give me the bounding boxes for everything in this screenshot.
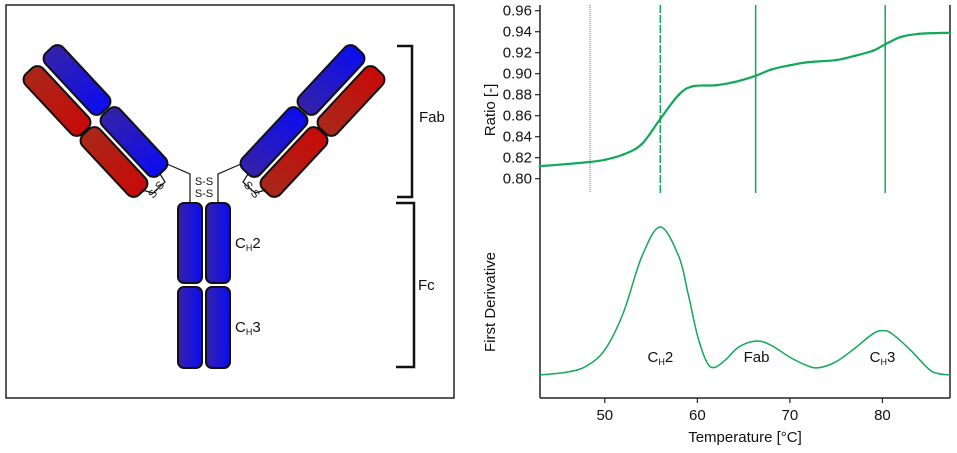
ch3-domain-left <box>177 286 203 369</box>
ch2-domain-left <box>177 202 203 284</box>
cl-domain <box>259 126 329 198</box>
x-axis-label: Temperature [°C] <box>688 429 802 446</box>
left-fab-arm <box>22 44 169 198</box>
ratio-point <box>899 35 903 39</box>
ratio-point <box>834 58 838 62</box>
peak-label-main: Fab <box>744 349 770 366</box>
vl-domain <box>22 65 92 137</box>
ratio-axis-label: Ratio [-] <box>482 84 499 137</box>
ratio-point <box>588 160 592 164</box>
ch2-domain-right <box>205 202 231 284</box>
peak-label-suffix: 2 <box>665 349 673 366</box>
fc-bracket <box>396 201 416 369</box>
peak-label-main: C <box>870 349 881 366</box>
ratio-point <box>770 68 773 71</box>
fc-label: Fc <box>418 277 435 294</box>
x-tick-label: 80 <box>874 407 891 424</box>
ratio-point <box>853 54 856 58</box>
ratio-point <box>948 31 952 35</box>
y-tick-label: 0.88 <box>503 87 532 104</box>
x-ticks: 50 60 70 80 <box>596 398 891 424</box>
ratio-series <box>538 31 952 168</box>
ratio-point <box>566 162 570 166</box>
ch2-label: CH2 <box>235 235 261 253</box>
hinge-disulfide-2: S-S <box>195 188 213 200</box>
ratio-point <box>640 142 644 146</box>
x-tick-label: 50 <box>596 407 613 424</box>
y-tick-label: 0.86 <box>503 108 532 125</box>
peak-label: CH3 <box>870 349 896 367</box>
fc-domains <box>177 202 231 369</box>
y-tick-label: 0.84 <box>503 129 532 146</box>
y-tick-label: 0.90 <box>503 66 532 83</box>
first-derivative-line <box>539 226 951 376</box>
transition-lines <box>589 5 886 193</box>
y-tick-label: 0.80 <box>503 171 532 188</box>
y-ticks: 0.80 0.82 0.84 0.86 0.88 0.90 0.92 0.94 0.96 <box>503 3 540 188</box>
ratio-line <box>539 31 951 168</box>
hinge-disulfide-1: S-S <box>195 176 213 188</box>
ratio-point <box>807 60 810 64</box>
right-fab-arm <box>239 44 386 198</box>
derivative-axis-label: First Derivative <box>482 252 499 352</box>
ratio-point <box>871 49 875 52</box>
x-tick-label: 60 <box>689 407 706 424</box>
thermal-unfolding-chart: 0.80 0.82 0.84 0.86 0.88 0.90 0.92 0.94 0.96 50 6… <box>482 3 952 446</box>
ratio-point <box>918 32 921 36</box>
peak-label-sub: H <box>658 357 665 367</box>
y-tick-label: 0.94 <box>503 24 532 41</box>
y-tick-label: 0.92 <box>503 45 532 62</box>
vh-domain <box>296 44 366 116</box>
peak-labels: CH2 Fab CH3 <box>647 349 895 367</box>
vl-domain <box>316 65 386 137</box>
y-tick-label: 0.82 <box>503 150 532 167</box>
ch3-domain-right <box>205 286 231 369</box>
fab-bracket <box>397 44 414 199</box>
peak-label-sub: H <box>880 357 887 367</box>
hinge-region <box>141 163 267 205</box>
ratio-point <box>677 93 681 96</box>
ratio-point <box>691 85 695 88</box>
peak-label: Fab <box>744 349 770 366</box>
ratio-point <box>621 153 625 156</box>
ratio-point <box>733 80 736 84</box>
ratio-point <box>714 83 718 87</box>
fab-label: Fab <box>419 109 445 126</box>
ratio-point <box>603 158 607 162</box>
peak-label-suffix: 3 <box>887 349 895 366</box>
x-tick-label: 70 <box>782 407 799 424</box>
ratio-point <box>788 64 792 67</box>
vh-domain <box>42 44 112 116</box>
peak-label: CH2 <box>647 349 673 367</box>
diagram-frame <box>5 4 455 399</box>
ratio-point <box>883 43 887 46</box>
cl-domain <box>79 126 149 198</box>
ratio-point <box>538 164 542 168</box>
ratio-point <box>659 117 662 121</box>
ratio-point <box>754 74 757 78</box>
ch3-label: CH3 <box>235 319 261 337</box>
y-tick-label: 0.96 <box>503 3 532 20</box>
antibody-diagram: S-S S-S S-S S-S CH2 CH3 Fab Fc <box>5 4 455 399</box>
peak-label-main: C <box>647 349 658 366</box>
ch1-domain <box>99 106 169 178</box>
ch1-domain <box>239 106 309 178</box>
